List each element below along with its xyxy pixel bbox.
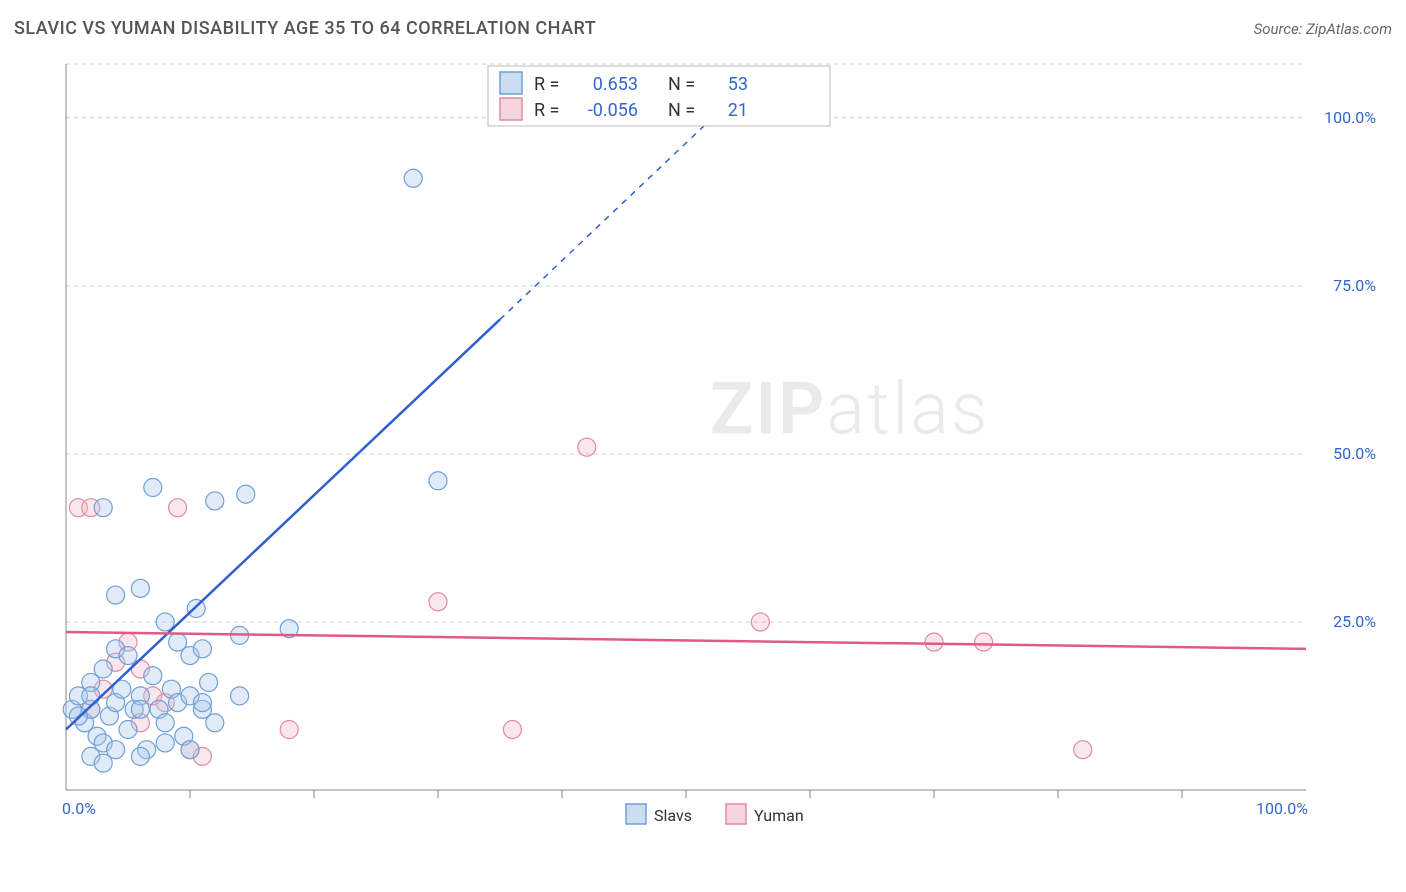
x-tick-label: 0.0% [62, 799, 96, 818]
legend-r-value: -0.056 [588, 100, 638, 121]
slavs-point [131, 579, 149, 597]
y-tick-label: 100.0% [1324, 108, 1376, 127]
slavs-point [144, 667, 162, 685]
yuman-point [503, 721, 521, 739]
slavs-point [131, 747, 149, 765]
slavs-point [131, 700, 149, 718]
slavs-point [206, 492, 224, 510]
slavs-point [119, 647, 137, 665]
slavs-point [144, 479, 162, 497]
scatter-chart: 25.0%50.0%75.0%100.0%0.0%100.0%Disabilit… [48, 60, 1384, 838]
legend-swatch-yuman [726, 804, 746, 824]
yuman-point [751, 613, 769, 631]
yuman-point [280, 721, 298, 739]
legend-r-label: R = [534, 100, 559, 121]
slavs-point [404, 169, 422, 187]
slavs-point [94, 499, 112, 517]
slavs-point [107, 586, 125, 604]
y-tick-label: 25.0% [1333, 612, 1376, 631]
slavs-point [193, 694, 211, 712]
yuman-point [169, 499, 187, 517]
legend-swatch [500, 72, 522, 94]
legend-swatch-slavs [626, 804, 646, 824]
slavs-point [94, 660, 112, 678]
yuman-point [1074, 741, 1092, 759]
slavs-point [119, 721, 137, 739]
slavs-point [82, 687, 100, 705]
slavs-point [107, 741, 125, 759]
watermark: ZIPatlas [710, 366, 990, 451]
legend-swatch [500, 98, 522, 120]
slavs-point [231, 687, 249, 705]
legend-r-value: 0.653 [593, 74, 638, 95]
slavs-point [193, 640, 211, 658]
source-label: Source: ZipAtlas.com [1254, 20, 1392, 38]
legend-n-value: 21 [728, 100, 748, 121]
y-tick-label: 50.0% [1333, 444, 1376, 463]
legend-label-yuman: Yuman [754, 806, 804, 825]
yuman-point [925, 633, 943, 651]
chart-title: SLAVIC VS YUMAN DISABILITY AGE 35 TO 64 … [14, 18, 596, 39]
slavs-point [181, 741, 199, 759]
yuman-point [578, 438, 596, 456]
legend-r-label: R = [534, 74, 559, 95]
slavs-point [156, 734, 174, 752]
yuman-trend-line [66, 632, 1306, 649]
slavs-point [429, 472, 447, 490]
slavs-point [156, 714, 174, 732]
y-tick-label: 75.0% [1333, 276, 1376, 295]
yuman-point [975, 633, 993, 651]
slavs-point [200, 673, 218, 691]
legend-n-label: N = [668, 74, 695, 95]
x-tick-label: 100.0% [1256, 799, 1308, 818]
legend-n-label: N = [668, 100, 695, 121]
yuman-point [429, 593, 447, 611]
legend-n-value: 53 [728, 74, 748, 95]
legend-label-slavs: Slavs [654, 806, 692, 825]
slavs-point [206, 714, 224, 732]
slavs-point [237, 485, 255, 503]
slavs-trend-line [66, 319, 500, 729]
